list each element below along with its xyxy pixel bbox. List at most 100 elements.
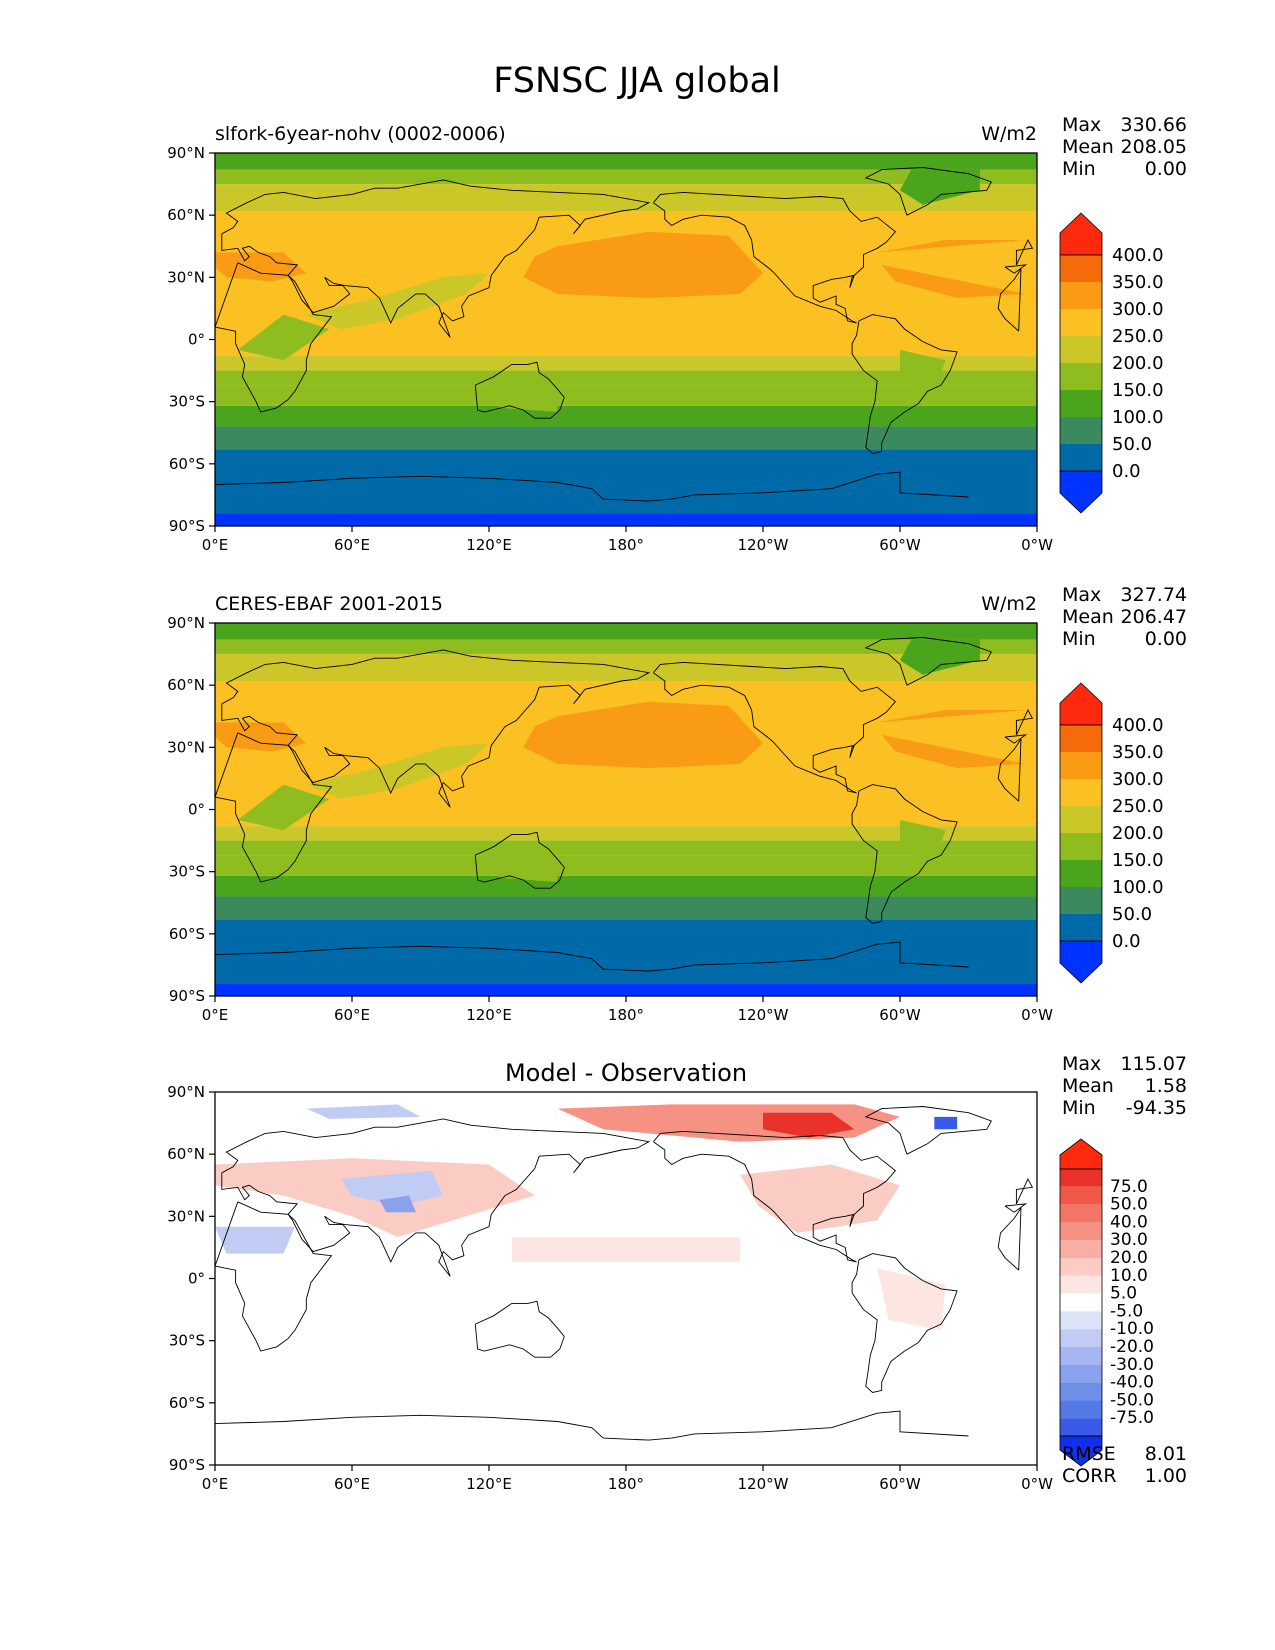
colorbar-extend-bottom (1059, 940, 1103, 984)
colorbar-segment (1060, 282, 1102, 309)
error-stat-value: 8.01 (1145, 1443, 1187, 1465)
colorbar-label: 300.0 (1112, 299, 1164, 320)
zonal-band (215, 875, 1037, 897)
field-feature (237, 784, 330, 831)
x-tick-label: 180° (608, 1475, 644, 1493)
panel-title: CERES-EBAF 2001-2015 (215, 593, 443, 615)
x-tick-label: 120°W (738, 1475, 789, 1493)
field-feature (900, 169, 980, 205)
colorbar-label: 50.0 (1112, 904, 1152, 925)
coastline-europe-asia (1015, 708, 1034, 736)
stat-label: Mean (1062, 1075, 1114, 1097)
difference-map: 0°E 60°E 120°E 180° 120°W 60°W 0°W 90°N 60°N 30°N… (167, 1053, 1187, 1493)
y-tick-label: 30°S (169, 1332, 205, 1350)
colorbar-segment (1060, 444, 1102, 471)
field-feature (763, 1112, 855, 1138)
y-tick-label: 0° (188, 1270, 205, 1288)
coastline-antarctica-coast (215, 1410, 969, 1441)
field-feature (215, 252, 307, 282)
error-stat-label: RMSE (1062, 1443, 1116, 1465)
field-feature (523, 701, 763, 769)
y-tick-label: 90°S (169, 517, 205, 535)
colorbar-extend-top (1059, 212, 1103, 256)
zonal-band (215, 405, 1037, 427)
y-tick-label: 90°N (167, 1083, 205, 1101)
colorbar: 400.0 350.0 300.0 250.0 200.0 150.0 100.0 50.0 0… (1059, 212, 1164, 514)
colorbar-extend-bottom (1059, 470, 1103, 514)
stat-label: Max (1062, 1053, 1101, 1075)
colorbar: 400.0 350.0 300.0 250.0 200.0 150.0 100.0 50.0 0… (1059, 682, 1164, 984)
coastline-north-america (653, 661, 897, 794)
coastline-north-america (653, 191, 897, 324)
colorbar-label: 400.0 (1112, 715, 1164, 736)
zonal-band (215, 623, 1037, 640)
stat-label: Mean (1062, 136, 1114, 158)
x-tick-label: 60°E (334, 1006, 370, 1024)
x-tick-label: 60°W (879, 536, 921, 554)
stat-value: -94.35 (1126, 1097, 1187, 1119)
error-stat-label: CORR (1062, 1465, 1117, 1487)
zonal-band (215, 919, 1037, 984)
field-feature (881, 734, 1026, 769)
colorbar-segment (1060, 336, 1102, 363)
colorbar-label: -5.0 (1110, 1301, 1143, 1321)
colorbar-segment (1060, 1222, 1102, 1241)
coastline-australia (474, 831, 565, 889)
x-tick-label: 60°W (879, 1006, 921, 1024)
colorbar-segment (1060, 390, 1102, 417)
x-tick-label: 60°E (334, 536, 370, 554)
zonal-band (215, 983, 1037, 996)
zonal-band (215, 385, 1037, 406)
colorbar-segment (1060, 1400, 1102, 1419)
zonal-band (215, 169, 1037, 185)
field-feature (900, 349, 946, 392)
stat-value: 1.58 (1145, 1075, 1187, 1097)
coastline-europe-asia (221, 179, 651, 338)
zonal-band (215, 426, 1037, 450)
field-feature (215, 722, 307, 752)
stat-value: 206.47 (1121, 606, 1187, 628)
colorbar-segment (1060, 833, 1102, 860)
stat-label: Min (1062, 1097, 1096, 1119)
coastline-south-america (851, 314, 958, 454)
coastline-africa (215, 1201, 333, 1352)
y-tick-label: 90°S (169, 1456, 205, 1474)
x-tick-label: 0°W (1021, 1006, 1053, 1024)
x-tick-label: 120°E (466, 1006, 512, 1024)
colorbar-extend-top (1059, 1138, 1103, 1170)
test-map: 0°E 60°E 120°E 180° 120°W 60°W 0°W 90°N 60°N 30°N… (167, 114, 1187, 554)
stat-value: 208.05 (1121, 136, 1187, 158)
stat-label: Min (1062, 628, 1096, 650)
y-tick-label: 60°N (167, 676, 205, 694)
x-tick-label: 0°W (1021, 536, 1053, 554)
field-feature (379, 1195, 416, 1213)
units-label: W/m2 (981, 123, 1037, 145)
colorbar-segment (1060, 860, 1102, 887)
y-tick-label: 30°S (169, 393, 205, 411)
coastline-africa (997, 1206, 1022, 1271)
colorbar-segment (1060, 1329, 1102, 1347)
coastline-greenland (864, 637, 992, 686)
panel-title: Model - Observation (505, 1059, 747, 1087)
colorbar-segment (1060, 1418, 1102, 1436)
colorbar-segment (1060, 752, 1102, 779)
map-field (215, 1092, 1037, 1465)
coastline-greenland (864, 1106, 992, 1155)
y-tick-label: 90°N (167, 144, 205, 162)
field-feature (877, 710, 1026, 723)
colorbar-label: 75.0 (1110, 1177, 1148, 1197)
colorbar-extend-top (1059, 682, 1103, 726)
map-field (215, 623, 1037, 996)
field-feature (934, 1116, 958, 1130)
colorbar-segment (1060, 1311, 1102, 1330)
colorbar-label: 50.0 (1110, 1195, 1148, 1215)
colorbar-label: 150.0 (1112, 850, 1164, 871)
coastline-africa (997, 267, 1022, 332)
x-tick-label: 120°W (738, 1006, 789, 1024)
x-tick-label: 0°W (1021, 1475, 1053, 1493)
x-tick-label: 120°E (466, 536, 512, 554)
field-feature (740, 1164, 900, 1233)
zonal-band (215, 370, 1037, 386)
colorbar-label: 350.0 (1112, 742, 1164, 763)
y-tick-label: 60°S (169, 1394, 205, 1412)
